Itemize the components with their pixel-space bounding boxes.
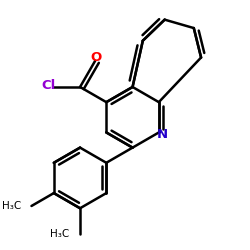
Text: N: N bbox=[157, 128, 168, 141]
Text: Cl: Cl bbox=[42, 79, 56, 92]
Text: H₃C: H₃C bbox=[2, 200, 21, 210]
Text: O: O bbox=[90, 52, 101, 64]
Text: H₃C: H₃C bbox=[50, 228, 70, 238]
